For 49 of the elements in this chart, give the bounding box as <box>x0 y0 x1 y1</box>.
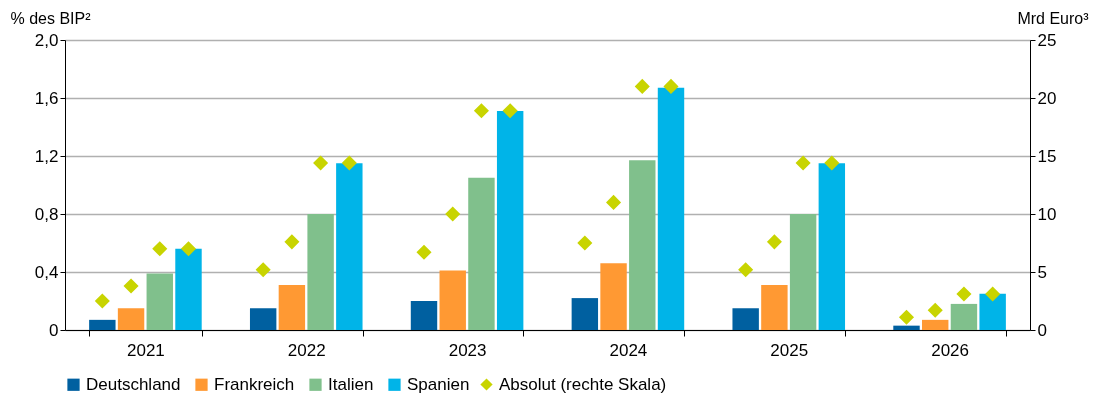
bar <box>818 163 846 330</box>
bar <box>761 285 788 330</box>
legend-label: Italien <box>328 374 374 394</box>
bar <box>249 308 277 330</box>
bar <box>571 298 599 330</box>
y2-tick-label: 25 <box>1037 30 1057 50</box>
y2-tick-label: 0 <box>1037 320 1047 340</box>
bar <box>789 214 817 330</box>
y-tick-label: 0,4 <box>34 262 59 282</box>
bar <box>336 163 363 330</box>
bar <box>496 111 524 330</box>
x-tick-label: 2021 <box>127 340 165 360</box>
bar <box>146 273 173 330</box>
bar <box>410 301 438 330</box>
bar <box>307 214 334 330</box>
bar <box>278 285 306 330</box>
x-tick-label: 2023 <box>448 340 487 360</box>
x-tick-label: 2025 <box>770 340 809 360</box>
bar <box>117 308 145 330</box>
y-axis-title: % des BIP² <box>10 9 92 27</box>
y2-axis-title: Mrd Euro³ <box>1017 9 1090 27</box>
legend-label: Frankreich <box>214 374 295 394</box>
y2-tick-label: 10 <box>1037 204 1057 224</box>
bar <box>657 87 685 330</box>
legend-label: Spanien <box>407 374 470 394</box>
bar <box>175 248 202 330</box>
y-tick-label: 0,8 <box>34 204 59 224</box>
bar <box>950 303 978 330</box>
bar <box>468 177 495 330</box>
y-tick-label: 1,6 <box>34 88 59 108</box>
bar <box>893 325 920 330</box>
legend-label: Absolut (rechte Skala) <box>499 374 667 394</box>
bar <box>439 270 466 330</box>
y2-tick-label: 20 <box>1037 88 1057 108</box>
y2-tick-label: 5 <box>1037 262 1047 282</box>
bar <box>922 319 949 330</box>
bar <box>732 308 759 330</box>
legend-label: Deutschland <box>86 374 181 394</box>
bar <box>89 319 116 330</box>
y2-tick-label: 15 <box>1037 146 1057 166</box>
bar <box>629 160 656 330</box>
bar <box>600 263 627 330</box>
x-tick-label: 2026 <box>931 340 969 360</box>
x-tick-label: 2022 <box>287 340 326 360</box>
y-tick-label: 1,2 <box>34 146 59 166</box>
y-tick-label: 0 <box>49 320 59 340</box>
bar <box>979 293 1006 330</box>
y-tick-label: 2,0 <box>34 30 59 50</box>
x-tick-label: 2024 <box>609 340 648 360</box>
